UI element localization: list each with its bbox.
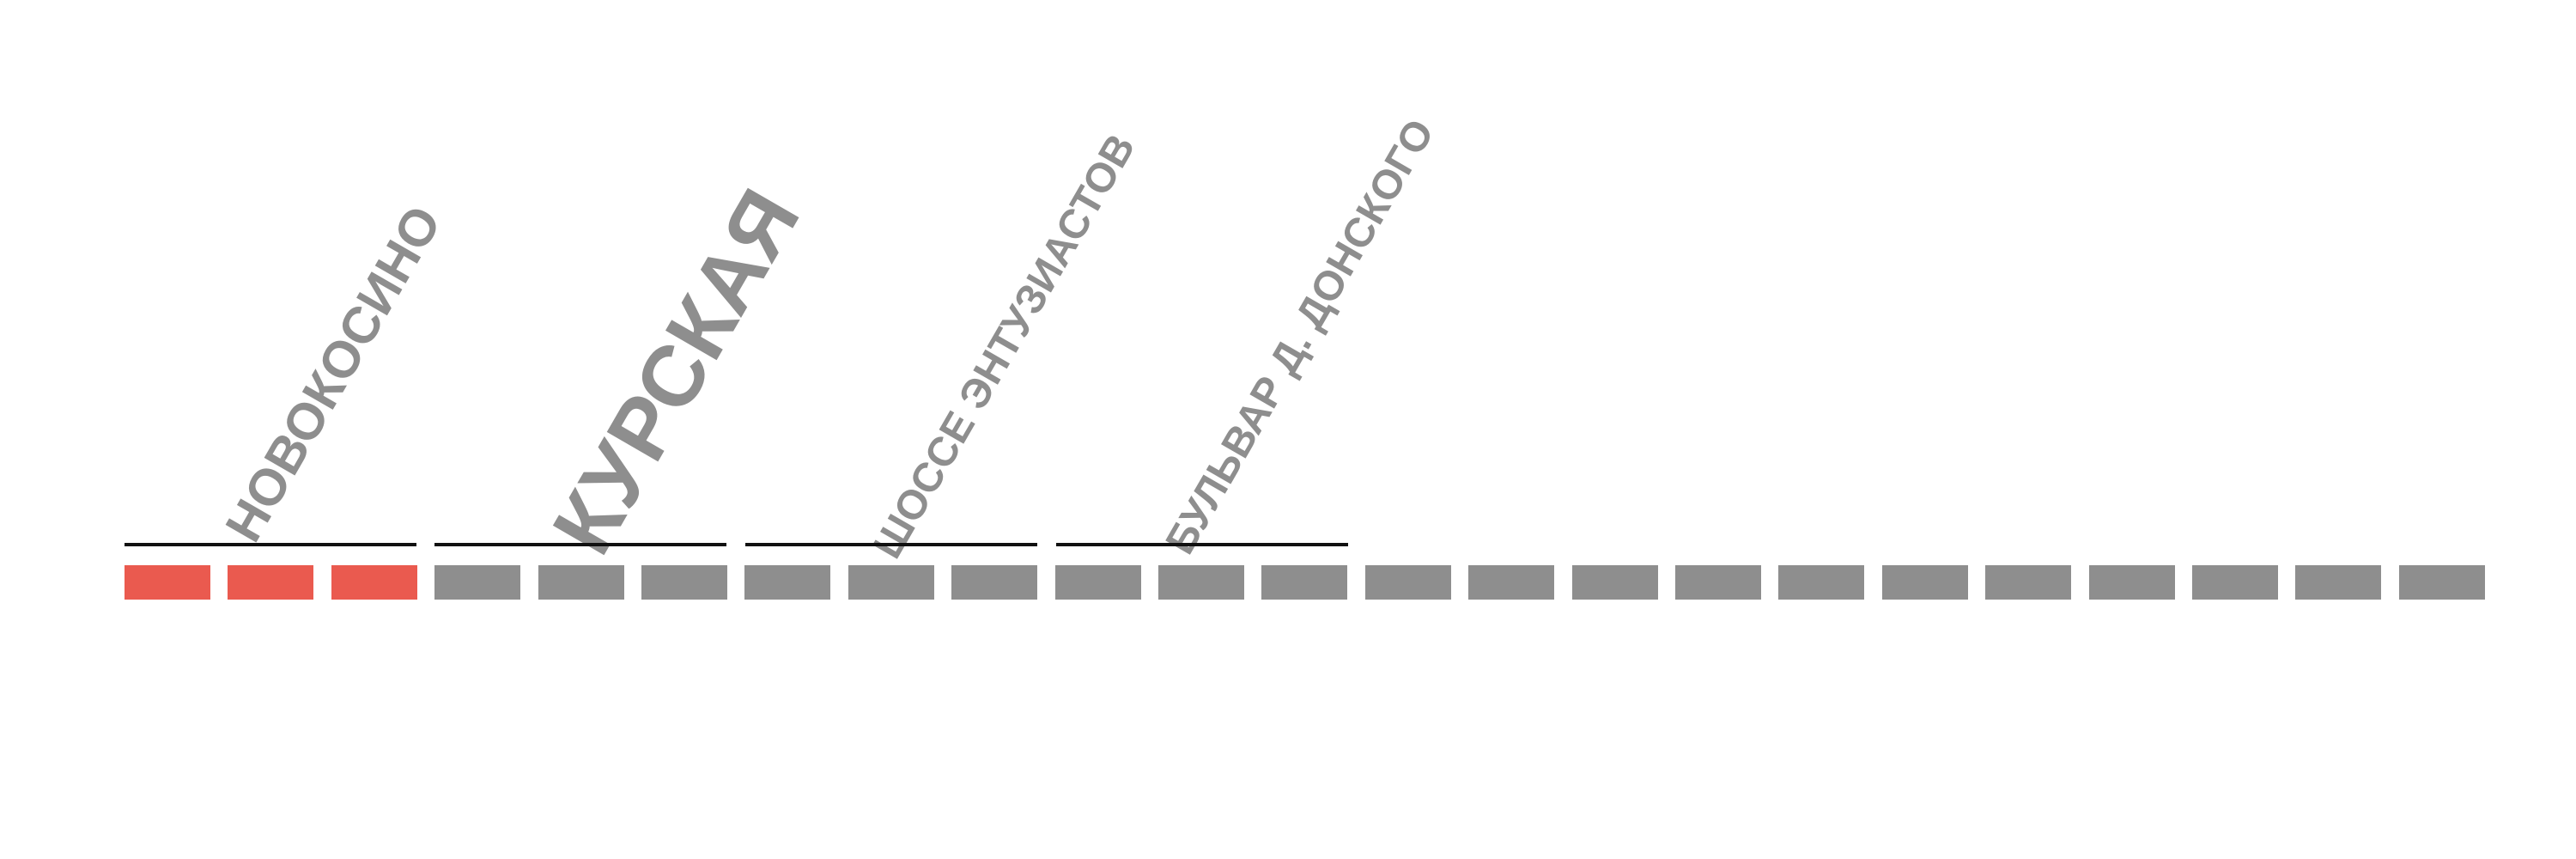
- segment-pending: [951, 565, 1037, 600]
- segment-pending: [538, 565, 624, 600]
- segment-pending: [1985, 565, 2071, 600]
- station-label-shosse-entuziastov: ШОССЕ ЭНТУЗИАСТОВ: [864, 126, 1145, 566]
- segment-pending: [2399, 565, 2485, 600]
- segment-pending: [1572, 565, 1658, 600]
- station-label-bulvar-d-donskogo: БУЛЬВАР Д. ДОНСКОГО: [1157, 112, 1443, 563]
- station-label-novokosino: НОВОКОСИНО: [214, 196, 453, 551]
- segment-pending: [1158, 565, 1244, 600]
- segment-pending: [1365, 565, 1451, 600]
- segment-pending: [2295, 565, 2381, 600]
- station-group-underline: [745, 543, 1037, 546]
- segment-pending: [2089, 565, 2175, 600]
- segment-pending: [434, 565, 520, 600]
- station-group-underline: [1056, 543, 1348, 546]
- segment-pending: [641, 565, 727, 600]
- segment-pending: [1055, 565, 1141, 600]
- segment-done: [331, 565, 417, 600]
- segment-pending: [1468, 565, 1554, 600]
- station-group-underline: [434, 543, 726, 546]
- segment-pending: [744, 565, 830, 600]
- segment-pending: [848, 565, 934, 600]
- segment-pending: [1882, 565, 1968, 600]
- segment-done: [125, 565, 210, 600]
- segment-pending: [1261, 565, 1347, 600]
- segment-pending: [1778, 565, 1864, 600]
- segment-done: [228, 565, 313, 600]
- station-group-underline: [125, 543, 416, 546]
- segment-pending: [2192, 565, 2278, 600]
- segment-pending: [1675, 565, 1761, 600]
- station-label-kurskaya: КУРСКАЯ: [534, 174, 818, 570]
